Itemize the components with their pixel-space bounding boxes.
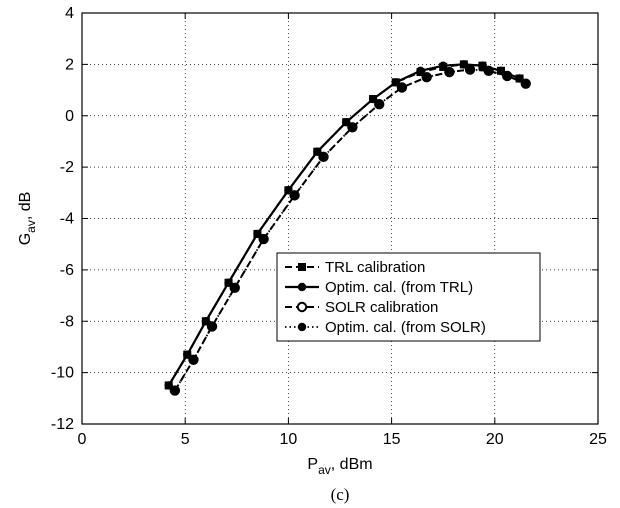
- data-point: [259, 234, 268, 244]
- y-tick-label: 4: [65, 5, 74, 22]
- x-tick-label: 20: [486, 431, 504, 448]
- data-point: [319, 152, 328, 162]
- legend-item: TRL calibration: [285, 259, 425, 276]
- series-layer: [164, 60, 531, 396]
- legend-label: Optim. cal. (from SOLR): [325, 319, 486, 336]
- data-point: [439, 61, 448, 70]
- data-point: [397, 83, 407, 92]
- legend-label: Optim. cal. (from TRL): [325, 279, 473, 296]
- data-point: [422, 73, 431, 82]
- data-point: [502, 71, 512, 81]
- y-tick-label: -12: [51, 416, 74, 433]
- legend-marker: [297, 282, 307, 292]
- y-axis-label: Gav, dB: [17, 192, 38, 246]
- y-tick-label: 2: [65, 56, 74, 73]
- legend-label: TRL calibration: [325, 259, 425, 276]
- x-tick-label: 15: [383, 431, 401, 448]
- legend-item: Optim. cal. (from TRL): [285, 279, 473, 296]
- series-4: [170, 65, 530, 395]
- figure-caption: (c): [331, 485, 350, 504]
- data-point: [207, 322, 217, 331]
- data-point: [521, 79, 530, 88]
- data-point: [484, 66, 493, 75]
- x-tick-label: 0: [78, 431, 87, 448]
- legend: TRL calibration Optim. cal. (from TRL) SOL…: [276, 252, 541, 342]
- data-point: [230, 283, 239, 293]
- data-point: [170, 386, 180, 395]
- legend-box: [276, 252, 541, 342]
- series-3: [169, 64, 531, 396]
- x-tick-label: 5: [181, 431, 190, 448]
- y-tick-label: 0: [65, 108, 74, 125]
- legend-marker: [298, 263, 306, 271]
- legend-item: Optim. cal. (from SOLR): [285, 319, 486, 336]
- grid: [82, 13, 598, 424]
- y-tick-label: -10: [51, 365, 74, 382]
- series-line: [167, 63, 521, 387]
- x-tick-label: 10: [280, 431, 298, 448]
- legend-item: SOLR calibration: [285, 299, 438, 316]
- data-point: [290, 191, 299, 200]
- data-point: [189, 355, 198, 364]
- series-2: [164, 60, 524, 390]
- legend-marker: [297, 322, 307, 332]
- data-point: [375, 99, 384, 109]
- x-axis-label: Pav, dBm: [307, 456, 372, 477]
- data-point: [348, 123, 357, 132]
- series-line: [174, 68, 527, 392]
- data-point: [416, 66, 425, 75]
- y-tick-label: -8: [60, 313, 74, 330]
- y-tick-label: -6: [60, 262, 74, 279]
- data-point: [445, 67, 454, 77]
- y-tick-label: -4: [60, 211, 74, 228]
- x-tick-label: 25: [589, 431, 607, 448]
- data-point: [465, 65, 475, 74]
- legend-marker: [296, 301, 308, 313]
- legend-label: SOLR calibration: [325, 299, 438, 316]
- y-tick-label: -2: [60, 159, 74, 176]
